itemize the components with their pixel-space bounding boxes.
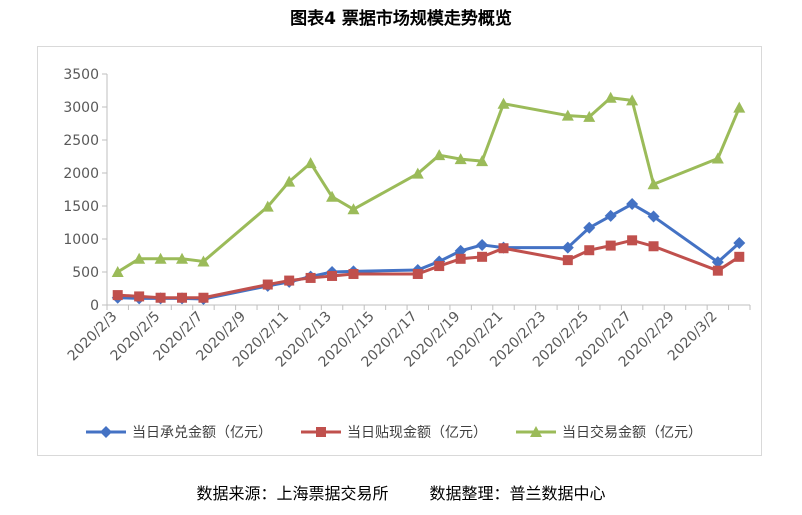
- data-point: [261, 200, 274, 212]
- data-point: [176, 252, 189, 264]
- series-line: [117, 238, 741, 300]
- y-tick-label: 1500: [63, 199, 99, 215]
- data-point: [434, 261, 445, 272]
- data-point: [327, 270, 338, 281]
- data-point: [561, 241, 574, 254]
- data-point: [411, 167, 424, 179]
- data-point: [605, 240, 616, 251]
- y-tick-label: 1000: [63, 232, 99, 248]
- data-point: [177, 292, 188, 303]
- data-point: [412, 268, 423, 279]
- data-point: [304, 157, 317, 169]
- data-point: [305, 272, 316, 283]
- data-point: [733, 101, 746, 113]
- data-point: [626, 94, 639, 106]
- data-point: [198, 292, 209, 303]
- data-point: [627, 235, 638, 246]
- data-point: [711, 256, 724, 269]
- data-point: [433, 149, 446, 161]
- data-point: [734, 251, 745, 262]
- data-point: [154, 252, 167, 264]
- data-point: [476, 238, 489, 251]
- y-tick-label: 3500: [63, 67, 99, 83]
- data-point: [561, 109, 574, 121]
- series-line: [116, 96, 741, 274]
- data-point: [711, 152, 724, 164]
- axes: 05001000150020002500300035002020/2/32020…: [63, 67, 751, 371]
- legend-label: 当日承兑金额（亿元）: [132, 425, 272, 441]
- legend-marker: [530, 426, 542, 437]
- data-point: [647, 178, 660, 190]
- legend: 当日承兑金额（亿元） 当日贴现金额（亿元） 当日交易金额（亿元）: [86, 424, 702, 441]
- data-point: [455, 253, 466, 264]
- y-tick-label: 500: [72, 265, 99, 281]
- y-tick-label: 0: [90, 298, 99, 314]
- data-point: [648, 241, 659, 252]
- data-point: [112, 290, 123, 301]
- data-point: [584, 245, 595, 256]
- data-point: [477, 251, 488, 262]
- data-point: [712, 265, 723, 276]
- data-compiler-note: 数据整理：普兰数据中心: [429, 484, 606, 503]
- data-point: [134, 291, 145, 302]
- data-point: [733, 236, 746, 249]
- data-point: [283, 175, 296, 187]
- data-point: [133, 252, 146, 264]
- legend-marker: [316, 427, 326, 437]
- data-point: [604, 209, 617, 222]
- legend-label: 当日贴现金额（亿元）: [347, 425, 487, 441]
- y-tick-label: 2000: [63, 166, 99, 182]
- series-layer: [111, 91, 746, 306]
- data-point: [326, 190, 339, 202]
- line-chart: 05001000150020002500300035002020/2/32020…: [63, 67, 751, 441]
- chart-title: 图表4 票据市场规模走势概览: [290, 9, 512, 29]
- data-point: [647, 210, 660, 223]
- y-tick-label: 3000: [63, 100, 99, 116]
- data-point: [583, 110, 596, 122]
- footer: 数据来源：上海票据交易所 数据整理：普兰数据中心: [0, 480, 802, 504]
- legend-marker: [100, 426, 112, 438]
- data-point: [583, 221, 596, 234]
- data-point: [347, 203, 360, 215]
- data-point: [626, 198, 639, 211]
- data-point: [562, 255, 573, 266]
- data-point: [476, 155, 489, 167]
- legend-label: 当日交易金额（亿元）: [562, 424, 702, 441]
- chart-frame: 0 500 1000 1500 2000 2500 3000 3500 2020/2/3 2020…: [37, 46, 762, 456]
- series-line: [117, 202, 741, 301]
- data-point: [155, 292, 166, 303]
- y-tick-label: 2500: [63, 133, 99, 149]
- data-point: [454, 153, 467, 165]
- data-point: [348, 268, 359, 279]
- data-source-note: 数据来源：上海票据交易所: [196, 484, 389, 503]
- data-point: [604, 91, 617, 103]
- data-point: [197, 255, 210, 267]
- data-point: [262, 279, 273, 290]
- data-point: [497, 97, 510, 109]
- data-point: [111, 266, 124, 277]
- data-point: [284, 275, 295, 286]
- data-point: [498, 243, 509, 254]
